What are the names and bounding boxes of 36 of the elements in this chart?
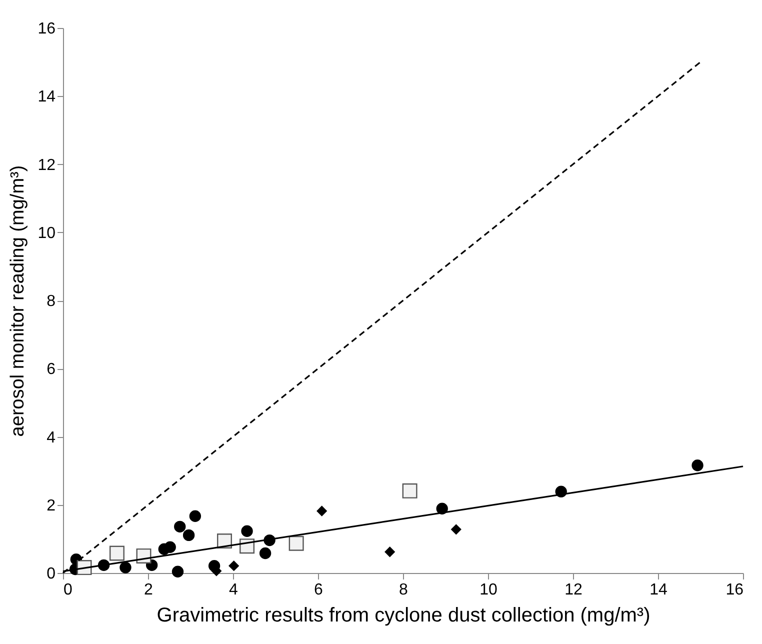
point: [228, 560, 239, 571]
x-tick-label: 10: [480, 582, 498, 598]
point: [164, 541, 176, 553]
x-tick-label: 14: [650, 582, 668, 598]
point: [288, 536, 304, 551]
point: [692, 460, 704, 472]
point: [259, 547, 272, 560]
x-tick-label: 4: [229, 582, 238, 598]
point: [189, 510, 202, 522]
y-tick-label: 4: [46, 429, 56, 446]
y-axis-title: aerosol monitor reading (mg/m³): [8, 165, 29, 437]
y-tick-label: 14: [38, 88, 56, 106]
point: [182, 529, 195, 542]
point: [172, 566, 184, 578]
y-tick-label: 6: [46, 361, 56, 378]
point: [316, 506, 327, 516]
y-tick-label: 10: [38, 224, 56, 242]
y-tick-label: 12: [38, 156, 56, 174]
point: [451, 524, 462, 534]
x-tick-label: 16: [726, 582, 744, 598]
point: [120, 562, 132, 574]
x-tick-label: 2: [144, 582, 154, 598]
y-tick-label: 2: [46, 497, 56, 514]
point: [402, 483, 418, 498]
x-tick-label: 12: [564, 582, 582, 598]
y-tick-label: 8: [46, 293, 56, 310]
y-tick-label: 16: [38, 20, 56, 38]
y-tick-label: 0: [46, 566, 56, 582]
x-tick-label: 0: [64, 582, 72, 598]
x-tick-label: 6: [314, 582, 324, 598]
x-axis-title: Gravimetric results from cyclone dust collection (mg/m³): [156, 604, 650, 626]
point: [241, 525, 253, 537]
point: [109, 546, 124, 561]
point: [384, 546, 395, 557]
x-tick-label: 8: [399, 582, 408, 598]
point: [174, 520, 186, 533]
